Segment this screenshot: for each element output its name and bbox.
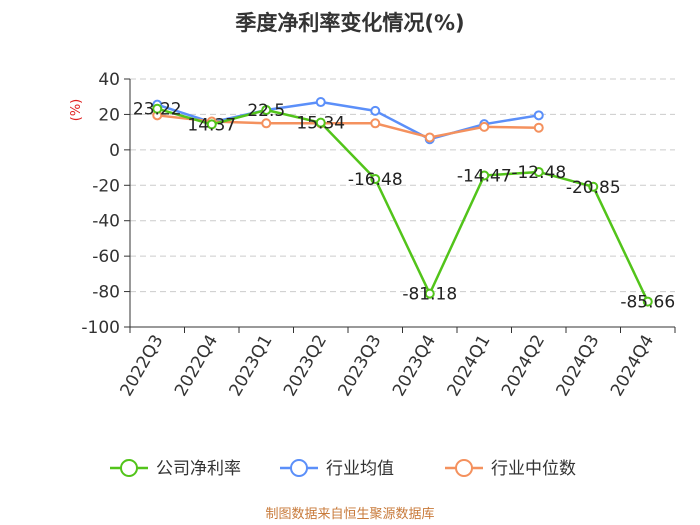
data-label: -20.85 [566, 178, 621, 198]
x-tick-label: 2024Q4 [607, 332, 658, 400]
data-label: -81.18 [402, 285, 457, 305]
x-tick-label: 2023Q4 [389, 332, 440, 400]
series-marker [533, 122, 544, 133]
series-marker [152, 103, 163, 114]
legend-marker [455, 459, 473, 477]
x-tick-label: 2023Q2 [280, 332, 331, 400]
series-marker [261, 118, 272, 129]
series-marker [206, 119, 217, 130]
data-label: 23.22 [133, 100, 182, 120]
series-line [156, 107, 649, 303]
data-label: 22.5 [247, 101, 285, 121]
y-tick-label: -20 [92, 176, 120, 196]
x-tick-label: 2023Q1 [226, 332, 277, 400]
series-marker [261, 105, 272, 115]
x-tick-label: 2022Q3 [117, 332, 168, 400]
y-tick-label: -100 [81, 318, 120, 338]
series-marker [642, 296, 653, 307]
series-marker [370, 174, 381, 185]
series-marker [370, 105, 381, 116]
data-label: 14.37 [187, 115, 236, 135]
data-label: -85.66 [620, 293, 675, 313]
legend-label: 行业均值 [326, 459, 394, 479]
series-marker [533, 110, 544, 121]
series-marker [479, 170, 490, 181]
legend-marker [290, 459, 308, 477]
series-layer [152, 97, 653, 307]
grid-layer [130, 78, 675, 328]
y-tick-label: 40 [98, 70, 120, 90]
series-marker [315, 97, 326, 108]
series-marker [424, 288, 435, 299]
series-marker [479, 121, 490, 132]
series-marker [370, 118, 381, 129]
legend: 公司净利率 行业均值 行业中位数 [110, 459, 576, 479]
x-tick-label: 2024Q3 [553, 332, 604, 400]
data-label: -12.48 [511, 163, 566, 183]
y-tick-label: -80 [92, 283, 120, 303]
source-note: 制图数据来自恒生聚源数据库 [265, 506, 434, 522]
series-marker [588, 181, 599, 192]
chart-title: 季度净利率变化情况(%) [235, 11, 464, 35]
legend-marker [120, 459, 138, 477]
series-line [156, 100, 539, 141]
series-marker [533, 166, 544, 177]
y-tick-label: -40 [92, 212, 120, 232]
y-tick-label: -60 [92, 247, 120, 267]
legend-label: 公司净利率 [156, 459, 241, 479]
x-tick-label: 2022Q4 [171, 332, 222, 400]
x-tick-label: 2024Q1 [444, 332, 495, 400]
data-label: -14.47 [457, 166, 512, 186]
y-tick-label: 0 [109, 141, 120, 161]
series-marker [315, 117, 326, 128]
data-label: 15.34 [296, 114, 345, 134]
x-tick-label: 2023Q3 [335, 332, 386, 400]
x-tick-label: 2024Q2 [498, 332, 549, 400]
y-axis-unit: (%) [69, 99, 84, 122]
y-tick-label: 20 [98, 105, 120, 125]
legend-label: 行业中位数 [491, 459, 576, 479]
data-label: -16.48 [348, 170, 403, 190]
series-marker [424, 132, 435, 143]
